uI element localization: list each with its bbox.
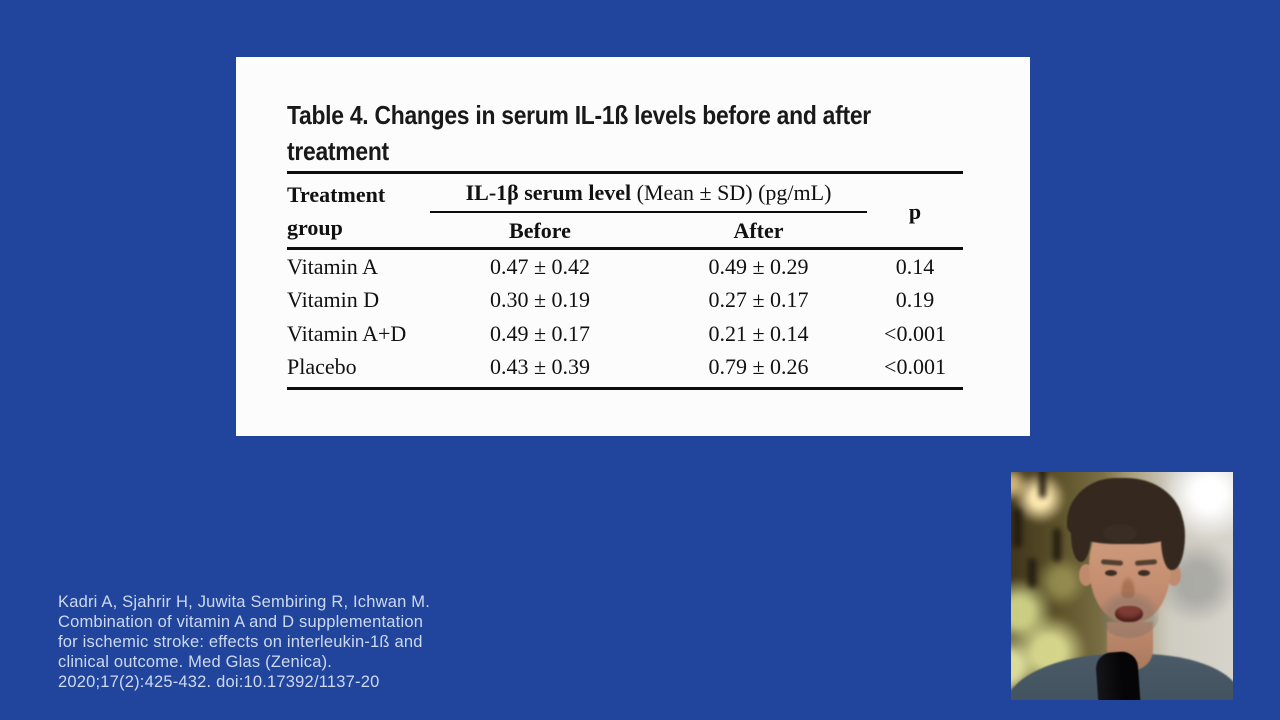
paper-table-card: Table 4. Changes in serum IL-1ß levels b…: [236, 57, 1030, 436]
webcam-video: [1011, 472, 1233, 700]
table-cell-group: Placebo: [287, 354, 357, 380]
table-cell-before: 0.30 ± 0.19: [489, 287, 591, 313]
table-title-line2: treatment: [287, 136, 389, 166]
pendant-light: [1028, 558, 1036, 588]
pendant-light: [1039, 472, 1046, 498]
table-header-treatment-group: Treatment group: [287, 182, 386, 240]
table-cell-group: Vitamin A: [287, 253, 378, 279]
pendant-light: [1053, 528, 1061, 562]
table-header-il1b-units: (Mean ± SD) (pg/mL): [631, 180, 832, 205]
presenter-headshot: [1011, 472, 1233, 700]
presenter-hair: [1161, 510, 1185, 570]
table-header-p: p: [908, 199, 922, 224]
table-cell-after: 0.21 ± 0.14: [708, 320, 809, 346]
table-row-vitamin-a-d: Vitamin A+D 0.49 ± 0.17 0.21 ± 0.14 <0.0…: [287, 317, 963, 351]
table-header-after: After: [733, 218, 784, 243]
citation-text: Kadri A, Sjahrir H, Juwita Sembiring R, …: [58, 592, 430, 692]
citation-line: Kadri A, Sjahrir H, Juwita Sembiring R, …: [58, 593, 431, 611]
microphone: [1094, 650, 1142, 700]
table-header-rule: [287, 247, 963, 250]
table-cell-p: <0.001: [884, 354, 946, 380]
table-cell-group: Vitamin D: [287, 287, 380, 313]
table-title-line1: Table 4. Changes in serum IL-1ß levels b…: [287, 100, 871, 130]
citation-line: for ischemic stroke: effects on interleu…: [58, 633, 423, 651]
presenter-nose: [1120, 576, 1136, 598]
table-cell-p: 0.14: [895, 253, 935, 279]
table-cell-before: 0.43 ± 0.39: [489, 354, 591, 380]
table-row-vitamin-d: Vitamin D 0.30 ± 0.19 0.27 ± 0.17 0.19: [287, 284, 963, 318]
citation-line: clinical outcome. Med Glas (Zenica).: [58, 653, 333, 671]
presenter-hair: [1103, 524, 1137, 542]
presenter-mouth: [1115, 606, 1143, 622]
table-cell-after: 0.27 ± 0.17: [708, 287, 809, 313]
citation-line: Combination of vitamin A and D supplemen…: [58, 613, 424, 631]
pendant-light: [1013, 508, 1022, 548]
table-header-before: Before: [509, 218, 571, 243]
table-span-underline: [430, 211, 867, 213]
table-cell-after: 0.49 ± 0.29: [708, 253, 809, 279]
table-cell-after: 0.79 ± 0.26: [708, 354, 809, 380]
presenter-hair: [1071, 516, 1091, 562]
table-header-il1b-bold: IL-1β serum level: [465, 180, 632, 205]
table-body: Vitamin A 0.47 ± 0.42 0.49 ± 0.29 0.14 V…: [287, 250, 963, 384]
table-cell-p: 0.19: [895, 287, 935, 313]
table-header-il1b-span: IL-1β serum level (Mean ± SD) (pg/mL): [430, 180, 867, 206]
table-row-placebo: Placebo 0.43 ± 0.39 0.79 ± 0.26 <0.001: [287, 351, 963, 385]
table-cell-p: <0.001: [884, 320, 946, 346]
table-cell-before: 0.47 ± 0.42: [489, 253, 591, 279]
citation-line: 2020;17(2):425-432. doi:10.17392/1137-20: [58, 673, 380, 691]
table-row-vitamin-a: Vitamin A 0.47 ± 0.42 0.49 ± 0.29 0.14: [287, 250, 963, 284]
table-title: Table 4. Changes in serum IL-1ß levels b…: [287, 97, 871, 169]
table-top-rule: [287, 171, 963, 174]
presenter-eye: [1105, 570, 1117, 576]
table-bottom-rule: [287, 387, 963, 390]
presenter-eye: [1138, 570, 1150, 576]
table-cell-group: Vitamin A+D: [287, 320, 407, 346]
table-cell-before: 0.49 ± 0.17: [489, 320, 591, 346]
